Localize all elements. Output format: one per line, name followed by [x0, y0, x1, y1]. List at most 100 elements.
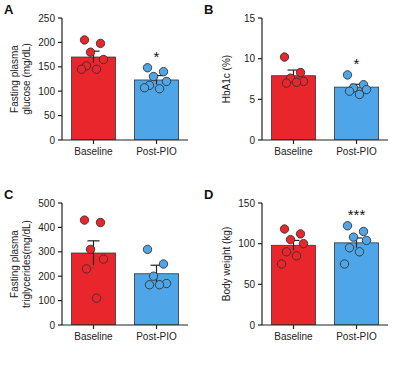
y-tick [258, 202, 262, 203]
y-tick-label: 10 [244, 53, 256, 64]
plot-area [272, 222, 379, 325]
y-tick-label: 200 [38, 37, 55, 48]
y-axis-label: triglycerides(mg/dL) [21, 220, 32, 308]
dot [149, 272, 157, 280]
dot [359, 227, 367, 235]
y-tick [58, 91, 62, 92]
panel: 050100150200250BaselinePost-PIOFasting p… [4, 2, 188, 157]
plot-area [272, 53, 379, 140]
dot [159, 260, 167, 268]
dot [143, 64, 151, 72]
plot-area [72, 216, 179, 325]
x-tick [356, 140, 357, 144]
dot [80, 36, 88, 44]
y-tick-label: 150 [238, 198, 255, 209]
dot [92, 65, 100, 73]
x-tick [93, 140, 94, 144]
panel-label: D [204, 187, 213, 202]
dot [362, 236, 370, 244]
y-tick [58, 227, 62, 228]
dot [345, 87, 353, 95]
dot [280, 53, 288, 61]
y-tick-label: 100 [38, 86, 55, 97]
x-tick-label: Post-PIO [336, 331, 377, 342]
dot [349, 233, 357, 241]
dot [343, 222, 351, 230]
x-tick [356, 325, 357, 329]
significance: * [154, 48, 160, 65]
y-tick-label: 15 [244, 13, 256, 24]
dot [282, 248, 290, 256]
dot [82, 265, 90, 273]
y-tick [58, 202, 62, 203]
dot [286, 235, 294, 243]
x-tick [156, 140, 157, 144]
dot [86, 48, 94, 56]
dot [345, 244, 353, 252]
x-tick-label: Post-PIO [336, 146, 377, 157]
dot [149, 72, 157, 80]
y-tick-label: 100 [38, 295, 55, 306]
y-axis-label: Fasting plasma [9, 230, 20, 298]
bar [272, 245, 316, 325]
panel-label: A [4, 2, 14, 17]
dot [77, 65, 85, 73]
x-tick [293, 325, 294, 329]
dot [99, 255, 107, 263]
panel: 0100200300400500BaselinePost-PIOFasting … [4, 187, 188, 342]
y-tick-label: 5 [249, 94, 255, 105]
y-tick [258, 139, 262, 140]
x-tick [93, 325, 94, 329]
dot [143, 245, 151, 253]
x-axis [262, 139, 388, 140]
y-tick [58, 251, 62, 252]
dot [343, 71, 351, 79]
y-tick-label: 150 [38, 61, 55, 72]
y-tick-label: 500 [38, 198, 55, 209]
y-tick-label: 50 [44, 110, 56, 121]
bar [135, 274, 179, 325]
x-axis [62, 139, 188, 140]
y-tick-label: 250 [38, 13, 55, 24]
y-tick [58, 66, 62, 67]
dot [145, 281, 153, 289]
dot [355, 248, 363, 256]
y-tick-label: 0 [249, 320, 255, 331]
x-axis [262, 324, 388, 325]
dot [155, 85, 163, 93]
y-tick-label: 300 [38, 246, 55, 257]
y-tick [258, 324, 262, 325]
y-tick [258, 99, 262, 100]
y-tick-label: 0 [49, 135, 55, 146]
bar [335, 87, 379, 140]
dot [292, 78, 300, 86]
x-tick [156, 325, 157, 329]
y-axis-label: glucose (mg/dL) [21, 43, 32, 115]
x-tick [293, 140, 294, 144]
y-axis-label: Body weight (kg) [221, 227, 232, 301]
dot [80, 216, 88, 224]
dot [340, 260, 348, 268]
bar [272, 76, 316, 140]
plot-area [72, 36, 179, 140]
y-tick-label: 400 [38, 222, 55, 233]
dot [155, 281, 163, 289]
panel: 050100150BaselinePost-PIOBody weight (kg… [204, 187, 388, 342]
significance: * [354, 55, 360, 72]
x-tick-label: Baseline [74, 331, 113, 342]
dot [280, 225, 288, 233]
panel-label: B [204, 2, 213, 17]
x-tick-label: Post-PIO [136, 146, 177, 157]
y-tick [58, 276, 62, 277]
y-tick-label: 100 [238, 238, 255, 249]
x-tick-label: Baseline [274, 146, 313, 157]
y-tick-label: 50 [244, 279, 256, 290]
dot [140, 84, 148, 92]
panel: 051015BaselinePost-PIOHbA1c (%)B* [204, 2, 388, 157]
panel-label: C [4, 187, 14, 202]
y-axis [61, 203, 62, 325]
y-tick [58, 300, 62, 301]
dot [96, 218, 104, 226]
x-tick-label: Baseline [74, 146, 113, 157]
dot [99, 55, 107, 63]
